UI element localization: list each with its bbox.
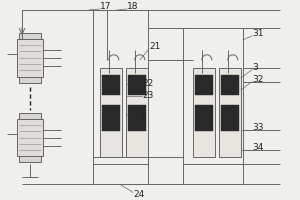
Bar — [183, 28, 243, 164]
Text: 34: 34 — [252, 143, 263, 152]
Bar — [221, 105, 239, 131]
Text: 33: 33 — [252, 123, 263, 132]
Bar — [102, 105, 120, 131]
Bar — [19, 113, 41, 119]
Bar — [19, 77, 41, 83]
Text: 31: 31 — [252, 29, 263, 38]
Text: 24: 24 — [133, 190, 144, 199]
Bar — [102, 75, 120, 95]
Bar — [19, 33, 41, 39]
Text: 22: 22 — [142, 79, 153, 88]
Bar — [128, 105, 146, 131]
Bar — [219, 68, 241, 157]
Text: 18: 18 — [127, 2, 139, 11]
Bar — [100, 68, 122, 157]
Bar — [19, 156, 41, 162]
Text: 3: 3 — [252, 63, 258, 72]
Bar — [17, 39, 43, 77]
Text: 2: 2 — [140, 113, 145, 122]
Bar — [93, 10, 148, 164]
Bar — [221, 75, 239, 95]
Bar — [195, 105, 213, 131]
Bar — [126, 68, 148, 157]
Text: 23: 23 — [142, 91, 153, 100]
Bar — [195, 75, 213, 95]
Bar — [128, 75, 146, 95]
Text: 21: 21 — [149, 42, 160, 51]
Text: 32: 32 — [252, 75, 263, 84]
Bar — [17, 119, 43, 156]
Bar — [193, 68, 215, 157]
Text: 17: 17 — [100, 2, 112, 11]
